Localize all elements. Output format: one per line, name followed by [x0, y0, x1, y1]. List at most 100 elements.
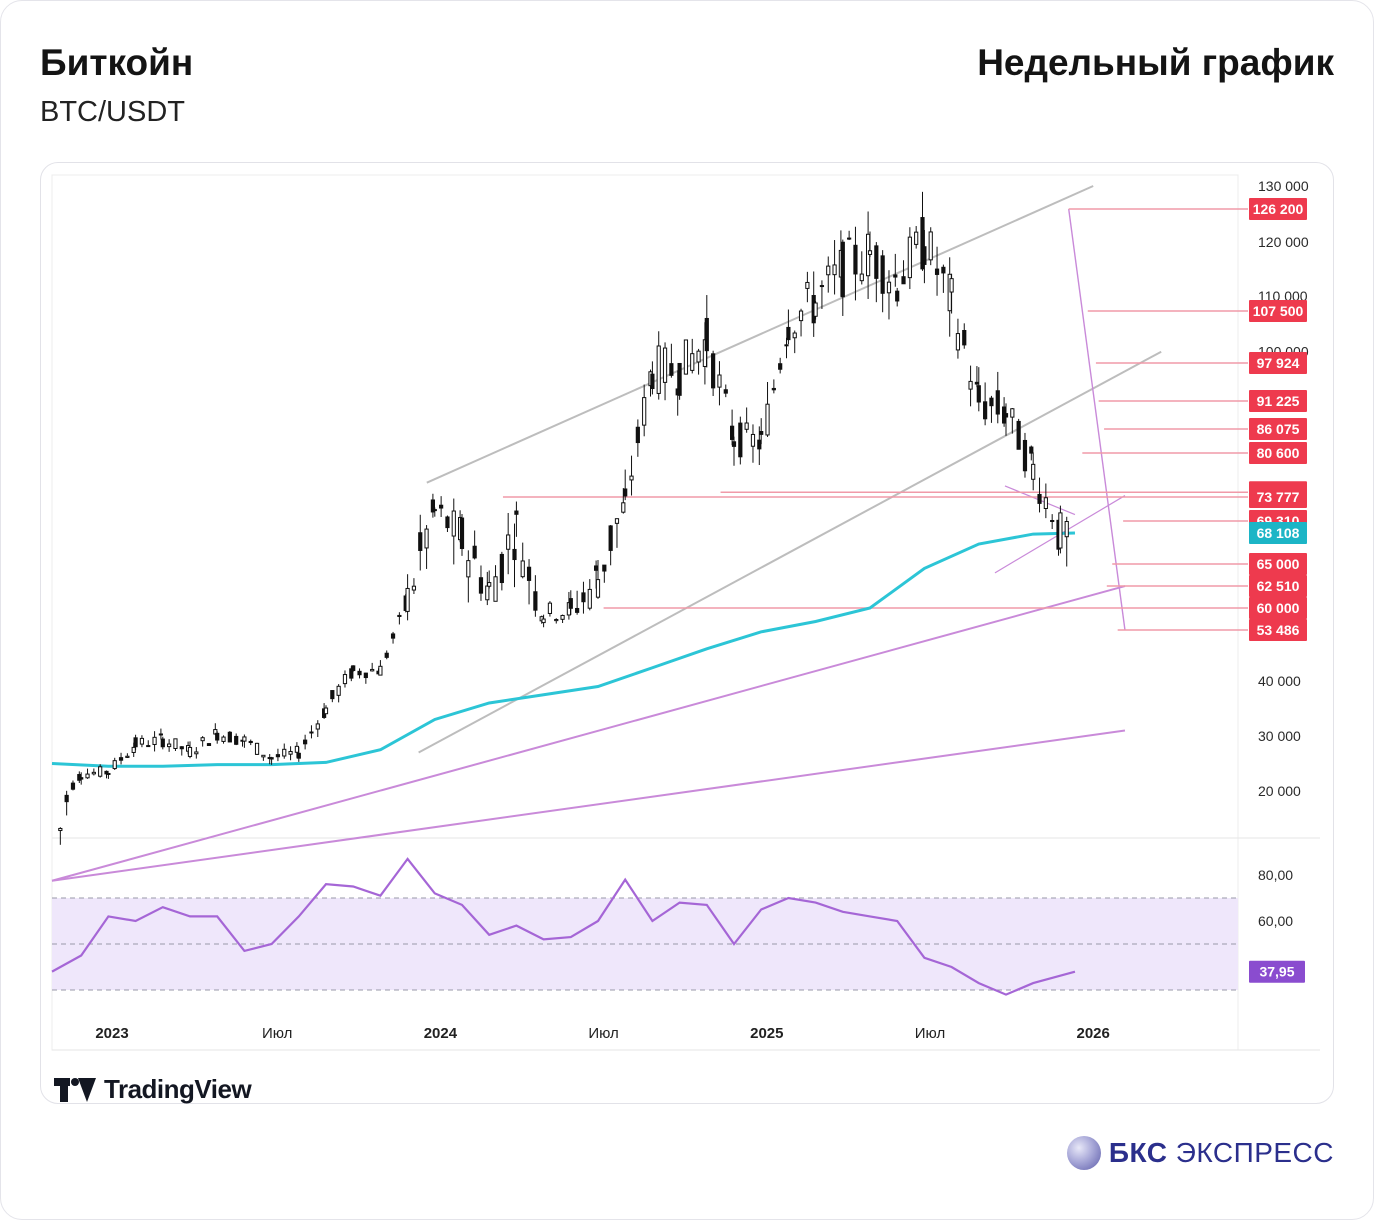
candle-body [330, 690, 335, 700]
candle-body [418, 532, 423, 551]
candle-body [493, 576, 498, 602]
candle-body [261, 754, 266, 758]
candle-body [187, 746, 193, 757]
candle-body [786, 326, 791, 341]
candle-body [139, 737, 145, 745]
candle-body [384, 652, 389, 658]
candle-body [194, 751, 199, 755]
candle-body [1003, 413, 1009, 418]
candle-body [472, 545, 477, 559]
candle-body [778, 363, 783, 370]
candle-body [771, 387, 776, 391]
candle-body [784, 344, 789, 347]
candle-body [1016, 420, 1021, 450]
candle-body [79, 777, 84, 780]
level-tag [1249, 575, 1307, 597]
candle-body [832, 264, 837, 276]
candle-body [215, 732, 220, 741]
candle-body [112, 760, 117, 770]
candle-body [859, 273, 864, 282]
candle-body [642, 397, 647, 426]
candle-body [499, 553, 504, 584]
candle-body [731, 441, 737, 447]
candle-body [275, 754, 281, 758]
x-tick-label: 2025 [750, 1025, 783, 1042]
timeframe-title: Недельный график [977, 42, 1334, 83]
candle-body [1029, 446, 1034, 454]
candle-body [623, 488, 628, 497]
candle-body [874, 245, 879, 279]
level-tag-label: 126 200 [1253, 201, 1304, 217]
level-tag [1249, 553, 1307, 575]
level-tag-label: 73 777 [1257, 489, 1300, 505]
candle-body [541, 618, 546, 624]
candle-body [730, 425, 735, 440]
candle-body [690, 353, 695, 371]
candle-body [1010, 408, 1015, 418]
moving-average-line [51, 531, 1075, 768]
candle-body [323, 707, 329, 715]
level-tag-label: 68 108 [1257, 525, 1300, 541]
candle-body [478, 577, 484, 594]
candle-body [91, 771, 96, 775]
candle-body [200, 737, 205, 742]
channel-line-1 [418, 350, 1162, 754]
level-tag [1249, 300, 1307, 322]
candle-body [614, 518, 620, 524]
level-tag-label: 53 486 [1257, 622, 1300, 638]
candle-body [152, 736, 157, 745]
candle-body [914, 231, 919, 245]
candle-body [813, 302, 818, 317]
candle-body [459, 517, 465, 549]
tradingview-icon [54, 1077, 96, 1102]
candle-body [669, 363, 674, 376]
candle-body [683, 339, 689, 375]
candle-body [995, 390, 1000, 415]
candle-body [608, 525, 613, 551]
level-tag [1249, 198, 1307, 220]
candle-body [819, 285, 825, 288]
candle-body [466, 560, 471, 578]
candle-body [983, 401, 988, 420]
candle-body [1050, 520, 1055, 523]
candle-body [847, 237, 852, 240]
level-tag [1249, 442, 1307, 464]
rsi-value-tag [1249, 960, 1305, 983]
x-tick-label: 2023 [95, 1025, 128, 1042]
rsi-y-tick-label: 80,00 [1258, 867, 1293, 883]
candle-body [886, 281, 892, 294]
bks-express-logo: БКС ЭКСПРЕСС [1066, 1136, 1334, 1170]
candle-body [125, 755, 130, 758]
candle-body [378, 665, 383, 676]
candle-body [717, 374, 722, 388]
candle-body [866, 233, 871, 277]
trend-line-2 [1068, 208, 1126, 631]
candle-body [309, 731, 314, 734]
page-title: Биткойн [40, 42, 194, 83]
candle-body [547, 602, 553, 614]
bks-brand-text: БКС ЭКСПРЕСС [1109, 1137, 1334, 1169]
candle-body [554, 619, 559, 622]
candle-body [221, 736, 226, 742]
level-tag-label: 60 000 [1257, 600, 1300, 616]
candle-body [269, 757, 274, 760]
candle-body [133, 737, 138, 748]
candle-body [594, 565, 599, 571]
candle-body [792, 332, 797, 339]
channel-line-0 [426, 185, 1094, 484]
level-tag [1249, 418, 1307, 440]
candle-body [206, 743, 212, 746]
candle-body [629, 475, 634, 481]
level-tag [1249, 352, 1307, 374]
x-tick-label: Июл [915, 1025, 945, 1042]
bks-sphere-icon [1066, 1136, 1101, 1170]
candle-body [744, 422, 749, 430]
candle-body [893, 274, 898, 278]
trend-line-0 [51, 585, 1126, 882]
candle-body [342, 674, 348, 685]
rsi-line [51, 857, 1076, 996]
candle-body [941, 266, 946, 274]
candle-body [853, 244, 858, 275]
candle-body [635, 426, 640, 444]
